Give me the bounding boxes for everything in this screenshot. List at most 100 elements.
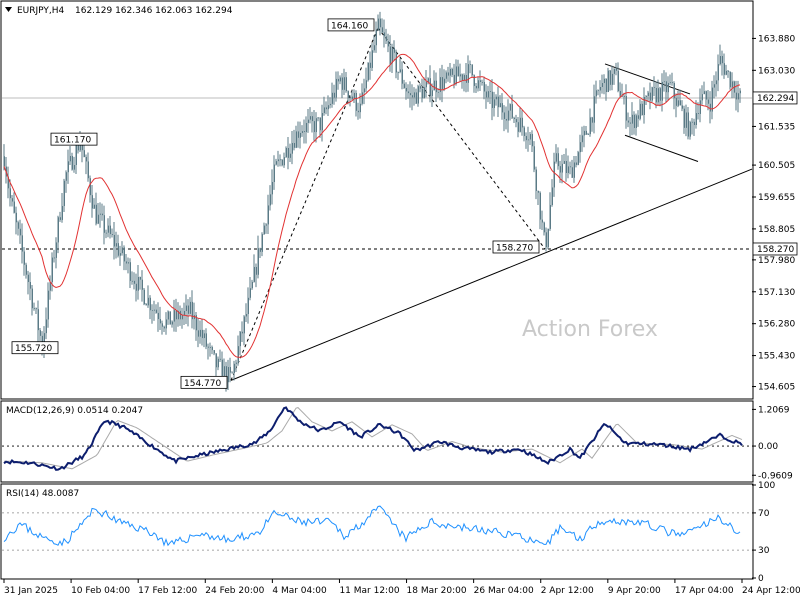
candle-body: [559, 166, 561, 173]
candle-body: [427, 78, 429, 82]
candle-body: [503, 112, 505, 119]
candle-body: [537, 190, 539, 193]
candle-body: [35, 308, 37, 310]
price-tick-label: 161.535: [758, 122, 795, 132]
price-tick-label: 156.280: [758, 320, 795, 330]
candle-body: [19, 228, 21, 236]
macd-line: [3, 406, 743, 471]
candle-body: [209, 347, 211, 348]
candle-body: [159, 319, 161, 324]
candle-body: [143, 289, 145, 305]
wave-line-1: [230, 27, 379, 381]
time-tick-label: 17 Apr 04:00: [675, 586, 734, 596]
candle-body: [275, 161, 277, 165]
candle-body: [501, 103, 503, 113]
candle-body: [549, 205, 551, 229]
price-tick-label: 163.880: [758, 34, 795, 44]
candle-body: [591, 117, 593, 123]
candle-body: [601, 83, 603, 88]
candle-body: [497, 96, 499, 108]
candle-body: [339, 77, 341, 82]
candle-body: [163, 326, 165, 329]
candle-body: [471, 64, 473, 76]
candle-body: [685, 112, 687, 128]
time-tick-label: 10 Feb 04:00: [71, 586, 130, 596]
candle-body: [27, 274, 29, 283]
candle-body: [709, 103, 711, 112]
candle-body: [369, 62, 371, 68]
candle-body: [609, 70, 611, 85]
candle-body: [637, 115, 639, 119]
time-tick-label: 17 Feb 12:00: [138, 586, 197, 596]
candle-body: [13, 201, 15, 213]
candle-body: [633, 114, 635, 128]
candle-body: [23, 251, 25, 265]
candle-body: [117, 243, 119, 256]
candle-body: [659, 88, 661, 101]
time-tick-label: 9 Apr 20:00: [608, 586, 661, 596]
candle-body: [701, 94, 703, 101]
candle-body: [271, 182, 273, 195]
candle-body: [419, 86, 421, 89]
price-tick-label: 159.655: [758, 193, 795, 203]
candle-body: [11, 198, 13, 202]
candle-body: [45, 319, 47, 334]
current-price-label: 162.294: [757, 94, 794, 104]
candle-body: [233, 363, 235, 373]
candle-body: [561, 163, 563, 173]
candle-body: [665, 81, 667, 93]
candle-body: [489, 91, 491, 92]
candle-body: [113, 234, 115, 247]
candle-body: [437, 91, 439, 93]
candle-body: [261, 234, 263, 252]
candle-body: [341, 77, 343, 90]
candle-body: [581, 135, 583, 143]
candle-body: [407, 91, 409, 94]
candle-body: [353, 92, 355, 99]
header-collapse-icon[interactable]: [5, 7, 12, 12]
candle-body: [429, 78, 431, 96]
candle-body: [383, 32, 385, 37]
candle-body: [623, 96, 625, 97]
candle-body: [207, 346, 209, 348]
candle-body: [705, 91, 707, 100]
candle-body: [343, 77, 345, 90]
candle-body: [223, 366, 225, 379]
candle-body: [345, 77, 347, 92]
candle-body: [423, 87, 425, 99]
candle-body: [505, 118, 507, 121]
candle-body: [311, 116, 313, 122]
candle-body: [25, 264, 27, 275]
time-tick-label: 18 Mar 20:00: [407, 586, 467, 596]
candle-body: [721, 56, 723, 64]
candle-body: [689, 122, 691, 137]
candle-body: [541, 219, 543, 223]
candle-body: [415, 92, 417, 104]
channel-line-1: [604, 63, 691, 95]
current-price-box: [752, 91, 798, 105]
candle-body: [521, 117, 523, 128]
candle-body: [111, 234, 113, 235]
candle-body: [257, 248, 259, 275]
candle-body: [547, 228, 549, 248]
candle-body: [569, 166, 571, 168]
candle-body: [403, 83, 405, 88]
candle-body: [681, 105, 683, 109]
candle-body: [617, 70, 619, 92]
candle-body: [425, 81, 427, 88]
candle-body: [495, 96, 497, 100]
candle-body: [139, 276, 141, 280]
candle-body: [589, 117, 591, 135]
price-tick-label: 157.980: [758, 256, 795, 266]
candle-body: [105, 232, 107, 234]
candle-body: [515, 119, 517, 123]
candle-body: [87, 161, 89, 179]
candle-body: [319, 117, 321, 131]
candle-body: [79, 142, 81, 151]
candle-body: [363, 88, 365, 93]
candle-body: [671, 82, 673, 84]
candle-body: [479, 80, 481, 82]
candle-body: [357, 110, 359, 113]
candle-body: [281, 159, 283, 166]
candle-body: [687, 112, 689, 137]
